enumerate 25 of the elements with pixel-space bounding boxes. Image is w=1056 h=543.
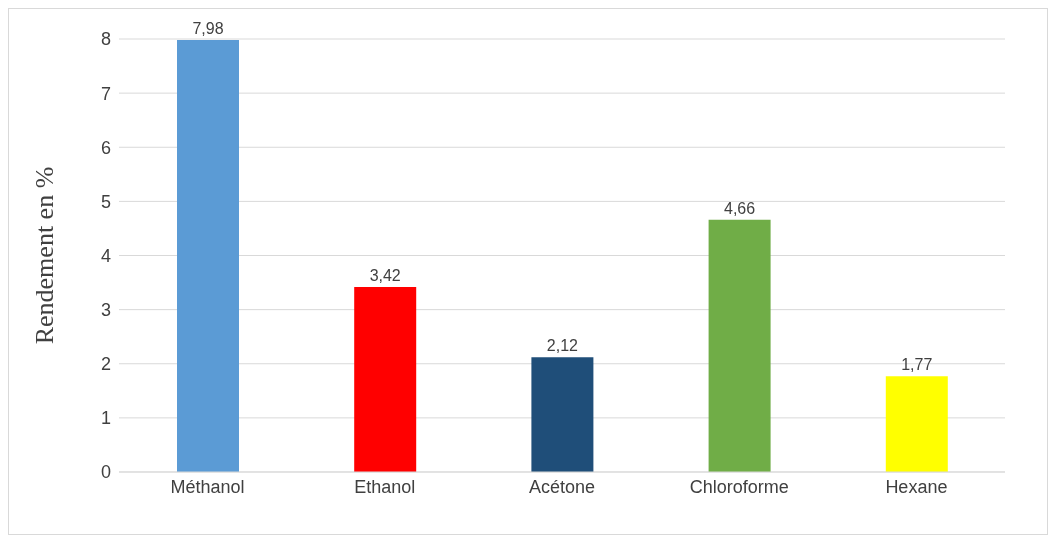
bar <box>885 376 948 472</box>
y-tick-label: 6 <box>100 137 111 158</box>
x-tick-label: Méthanol <box>170 476 245 497</box>
x-tick-label: Ethanol <box>354 476 416 497</box>
y-tick-label: 7 <box>100 83 111 104</box>
data-label: 7,98 <box>192 20 224 38</box>
data-label: 4,66 <box>724 199 756 217</box>
bar <box>531 357 594 472</box>
bar <box>354 286 417 472</box>
bar <box>708 219 771 472</box>
y-tick-label: 1 <box>100 408 111 429</box>
x-tick-label: Acétone <box>528 476 596 497</box>
y-tick-label: 4 <box>100 245 111 266</box>
x-tick-label: Hexane <box>885 476 948 497</box>
x-tick-label: Chloroforme <box>689 476 789 497</box>
y-tick-label: 2 <box>100 354 111 375</box>
bar <box>177 40 239 472</box>
y-tick-label: 5 <box>100 191 111 212</box>
data-label: 1,77 <box>901 356 933 374</box>
y-tick-label: 8 <box>100 29 111 50</box>
y-tick-label: 0 <box>100 462 111 483</box>
y-tick-label: 3 <box>100 300 111 321</box>
y-axis-title: Rendement en % <box>30 166 60 345</box>
data-label: 2,12 <box>546 337 579 355</box>
data-label: 3,42 <box>369 266 401 284</box>
